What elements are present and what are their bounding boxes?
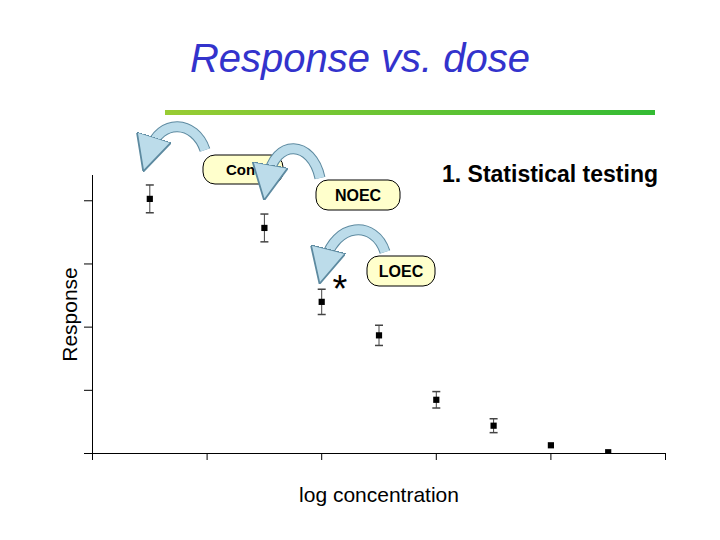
svg-text:LOEC: LOEC (379, 263, 424, 280)
svg-text:Response: Response (58, 267, 81, 362)
html-text:Response vs. dose: Response vs. dose (189, 36, 531, 80)
svg-text:Cont: Cont (226, 161, 260, 178)
svg-text:1. Statistical testing: 1. Statistical testing (442, 161, 658, 187)
svg-text:log concentration: log concentration (299, 483, 459, 506)
svg-text:NOEC: NOEC (335, 187, 382, 204)
svg-text:*: * (333, 268, 348, 310)
